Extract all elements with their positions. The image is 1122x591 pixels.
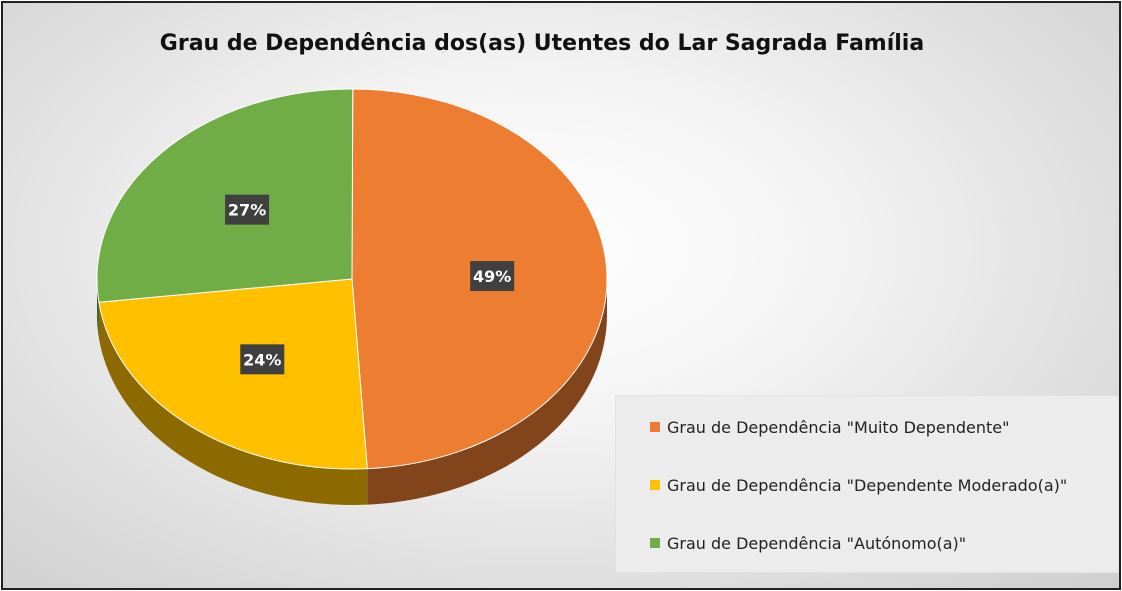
pie-chart: 49% 24% 27%: [96, 88, 608, 505]
legend-swatch: [650, 422, 660, 432]
legend-item-autonomo: Grau de Dependência "Autónomo(a)": [650, 533, 966, 553]
chart-title: Grau de Dependência dos(as) Utentes do L…: [159, 31, 925, 56]
data-label-grau-de-depend-ncia-muito-dependente: 49%: [470, 261, 515, 292]
pie-slice-grau-de-depend-ncia-dependente-moderado-a: [98, 278, 368, 470]
pie-side-grau-de-depend-ncia-dependente-moderado-a: [98, 302, 368, 505]
svg-text:27%: 27%: [228, 201, 266, 220]
legend-swatch: [650, 480, 660, 490]
data-label-grau-de-depend-ncia-dependente-moderado-a: 24%: [240, 344, 285, 375]
svg-text:49%: 49%: [473, 267, 511, 286]
legend-label: Grau de Dependência "Muito Dependente": [667, 417, 1010, 437]
legend-label: Grau de Dependência "Dependente Moderado…: [667, 475, 1068, 495]
legend-item-dependente-moderado: Grau de Dependência "Dependente Moderado…: [650, 475, 1067, 495]
pie-side-grau-de-depend-ncia-muito-dependente: [367, 279, 607, 505]
legend-label: Grau de Dependência "Autónomo(a)": [667, 533, 967, 553]
legend-item-muito-dependente: Grau de Dependência "Muito Dependente": [650, 417, 1010, 437]
svg-text:24%: 24%: [243, 350, 281, 369]
chart-legend: Grau de Dependência "Muito Dependente" G…: [615, 395, 1119, 573]
legend-swatch: [650, 538, 660, 548]
data-label-grau-de-depend-ncia-aut-nomo-a: 27%: [225, 194, 270, 225]
pie-slice-grau-de-depend-ncia-aut-nomo-a: [96, 88, 354, 303]
